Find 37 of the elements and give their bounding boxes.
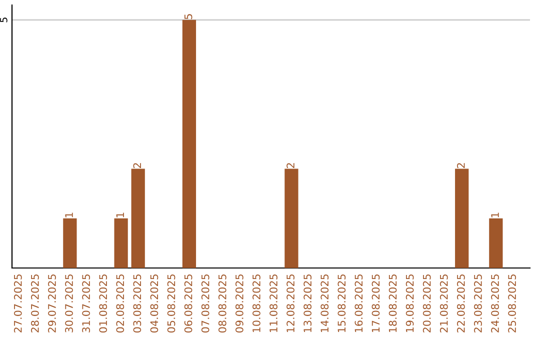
x-tick-label: 04.08.2025: [150, 274, 158, 333]
x-tick-label: 01.08.2025: [99, 274, 108, 333]
data-label: 1: [116, 212, 124, 218]
x-tick-label: 20.08.2025: [422, 274, 431, 332]
x-tick-label: 16.08.2025: [354, 274, 363, 332]
x-tick-label: 27.07.2025: [14, 274, 22, 332]
x-tick-label: 23.08.2025: [474, 274, 482, 332]
x-tick-label: 10.08.2025: [252, 274, 260, 332]
x-tick-label: 30.07.2025: [65, 274, 73, 332]
x-tick-label: 15.08.2025: [338, 274, 346, 332]
data-label: 2: [456, 163, 465, 168]
x-tick-label: 28.07.2025: [31, 274, 39, 332]
x-tick-label: 21.08.2025: [440, 274, 448, 332]
x-tick-label: 14.08.2025: [320, 274, 329, 332]
x-tick-label: 13.08.2025: [304, 274, 312, 332]
x-tick-label: 19.08.2025: [406, 274, 414, 332]
data-label: 2: [133, 163, 141, 168]
x-tick-label: 24.08.2025: [491, 274, 499, 332]
x-tick-label: 18.08.2025: [388, 274, 397, 332]
x-tick-label: 12.08.2025: [286, 274, 294, 332]
data-label: 1: [65, 212, 73, 218]
data-label: 2: [286, 163, 294, 168]
x-tick-label: 05.08.2025: [167, 274, 176, 333]
x-tick-label: 09.08.2025: [235, 274, 244, 333]
data-label: 1: [491, 212, 499, 218]
x-tick-label: 03.08.2025: [133, 274, 142, 333]
x-tick-label: 31.07.2025: [82, 274, 90, 332]
x-tick-label: 07.08.2025: [201, 274, 210, 333]
x-tick-label: 22.08.2025: [456, 274, 465, 332]
x-tick-label: 02.08.2025: [116, 274, 124, 333]
x-tick-label: 11.08.2025: [270, 274, 278, 332]
x-tick-label: 06.08.2025: [184, 274, 192, 333]
x-tick-label: 25.08.2025: [508, 274, 516, 332]
x-tick-label: 08.08.2025: [218, 274, 226, 333]
x-tick-label: 29.07.2025: [48, 274, 56, 332]
x-tick-label: 17.08.2025: [372, 274, 380, 332]
data-label: 5: [184, 14, 192, 20]
